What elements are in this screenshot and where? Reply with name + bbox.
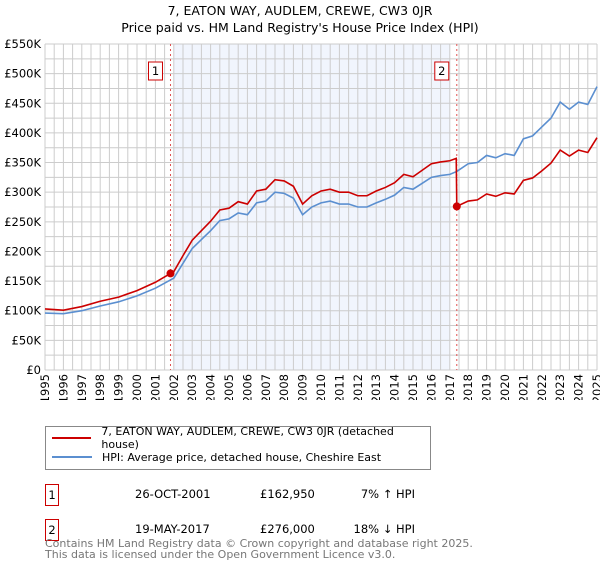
transaction-price: £162,950 <box>260 487 315 501</box>
property-price-line <box>44 137 598 311</box>
x-tick-label: 2011 <box>332 374 346 400</box>
x-tick-label: 2001 <box>148 374 162 400</box>
legend-swatch-property <box>52 437 92 439</box>
chart-title: 7, EATON WAY, AUDLEM, CREWE, CW3 0JR <box>167 3 433 18</box>
y-tick-label: £350K <box>4 156 41 170</box>
legend: 7, EATON WAY, AUDLEM, CREWE, CW3 0JR (de… <box>45 425 431 470</box>
transaction-hpi: 18% ↓ HPI <box>353 522 415 536</box>
x-tick-label: 2004 <box>204 374 218 400</box>
y-tick-label: £100K <box>4 304 41 318</box>
transaction-price: £276,000 <box>260 522 315 536</box>
x-tick-label: 2007 <box>259 374 273 400</box>
x-tick-label: 2015 <box>406 374 420 400</box>
x-tick-label: 2012 <box>351 374 365 400</box>
x-tick-label: 2013 <box>369 374 383 400</box>
x-tick-label: 1996 <box>56 374 70 400</box>
x-tick-label: 2005 <box>222 374 236 400</box>
x-tick-label: 2022 <box>535 374 549 400</box>
y-tick-label: £50K <box>12 333 42 347</box>
sale-point <box>452 202 461 211</box>
x-tick-label: 2018 <box>461 374 475 400</box>
x-tick-label: 1999 <box>112 374 126 400</box>
x-tick-label: 2016 <box>424 374 438 400</box>
x-tick-label: 1998 <box>93 374 107 400</box>
transaction-date: 19-MAY-2017 <box>135 522 210 536</box>
transaction-hpi: 7% ↑ HPI <box>360 487 415 501</box>
y-tick-label: £300K <box>4 185 41 199</box>
y-tick-label: £250K <box>4 215 41 229</box>
y-tick-label: £400K <box>4 126 41 140</box>
transaction-number: 2 <box>45 519 59 541</box>
chart-subtitle: Price paid vs. HM Land Registry's House … <box>121 20 479 35</box>
x-tick-label: 2006 <box>240 374 254 400</box>
y-tick-label: £500K <box>4 67 41 81</box>
transaction-row: 2 19-MAY-2017 £276,000 18% ↓ HPI <box>45 519 600 543</box>
x-tick-label: 2008 <box>277 374 291 400</box>
x-tick-label: 2010 <box>314 374 328 400</box>
y-tick-label: £550K <box>4 37 41 51</box>
hpi-line <box>44 86 598 315</box>
y-tick-label: £200K <box>4 244 41 258</box>
y-tick-label: £0 <box>26 363 41 377</box>
legend-hpi: HPI: Average price, detached house, Ches… <box>102 450 382 464</box>
transaction-number: 1 <box>45 484 59 506</box>
x-tick-label: 2020 <box>498 374 512 400</box>
y-tick-label: £450K <box>4 96 41 110</box>
x-tick-label: 1997 <box>75 374 89 400</box>
sale-label-box <box>147 61 163 81</box>
y-tick-label: £150K <box>4 274 41 288</box>
x-tick-label: 2019 <box>480 374 494 400</box>
x-tick-label: 2023 <box>553 374 567 400</box>
legend-property: 7, EATON WAY, AUDLEM, CREWE, CW3 0JR (de… <box>101 425 394 451</box>
x-tick-label: 2002 <box>167 374 181 400</box>
x-tick-label: 2017 <box>443 374 457 400</box>
x-tick-label: 1995 <box>38 374 52 400</box>
sale-point <box>166 269 175 278</box>
x-tick-label: 2024 <box>572 374 586 400</box>
x-tick-label: 2000 <box>130 374 144 400</box>
x-tick-label: 2009 <box>296 374 310 400</box>
legend-swatch-hpi <box>52 456 92 458</box>
transaction-date: 26-OCT-2001 <box>135 487 211 501</box>
sale-label: 1 <box>152 64 159 78</box>
x-tick-label: 2014 <box>388 374 402 400</box>
price-chart: £0 £50K £100K £150K £200K £250K £300K £350K £400… <box>4 37 600 400</box>
x-tick-label: 2021 <box>516 374 530 400</box>
footer-copyright: Contains HM Land Registry data © Crown c… <box>45 537 473 550</box>
sale-label-box <box>434 61 450 81</box>
sale-label: 2 <box>438 64 445 78</box>
transaction-row: 1 26-OCT-2001 £162,950 7% ↑ HPI <box>45 484 600 508</box>
x-tick-label: 2025 <box>590 374 600 400</box>
footer-licence: This data is licensed under the Open Gov… <box>45 548 396 561</box>
x-tick-label: 2003 <box>185 374 199 400</box>
